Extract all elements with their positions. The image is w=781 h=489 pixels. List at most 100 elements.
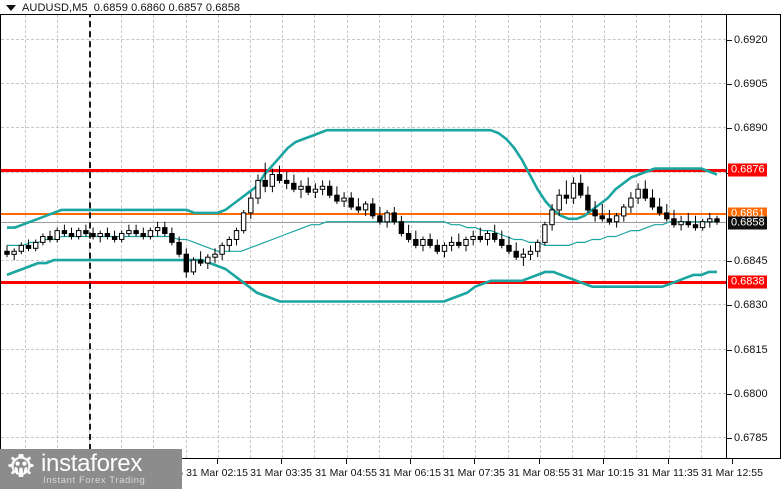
candle bbox=[556, 189, 562, 216]
candle bbox=[520, 248, 526, 266]
candle bbox=[219, 242, 225, 261]
price-tag-black: 0.6858 bbox=[728, 216, 767, 230]
candle bbox=[578, 174, 584, 199]
candle bbox=[542, 221, 548, 246]
instaforex-watermark: instaforex Instant Forex Trading bbox=[0, 449, 182, 489]
candle bbox=[205, 254, 211, 269]
price-tick bbox=[727, 83, 732, 85]
price-tick-label: 0.6830 bbox=[734, 299, 768, 312]
watermark-brand: instaforex bbox=[41, 450, 143, 477]
candle bbox=[549, 204, 555, 231]
time-tick bbox=[603, 459, 604, 464]
candle bbox=[68, 227, 75, 240]
candle bbox=[25, 239, 32, 252]
candle bbox=[319, 180, 326, 196]
grid-line-vertical bbox=[250, 15, 251, 458]
price-tick bbox=[727, 128, 732, 130]
grid-line-vertical bbox=[669, 15, 670, 458]
price-tick bbox=[727, 39, 732, 41]
grid-line-vertical bbox=[572, 15, 573, 458]
candle bbox=[126, 224, 132, 237]
candle bbox=[628, 192, 634, 213]
candle bbox=[298, 180, 304, 199]
price-tick-label: 0.6815 bbox=[734, 343, 768, 356]
indicator-lines bbox=[6, 128, 718, 303]
time-tick bbox=[539, 459, 540, 464]
candle bbox=[18, 242, 25, 255]
grid-line-vertical bbox=[411, 15, 412, 458]
candle bbox=[262, 162, 268, 193]
candle bbox=[97, 230, 103, 243]
price-tick bbox=[727, 349, 732, 351]
price-tick bbox=[727, 261, 732, 263]
price-level-pivot bbox=[1, 212, 726, 215]
candle bbox=[456, 233, 462, 249]
candle bbox=[327, 180, 333, 199]
candle bbox=[420, 236, 426, 252]
candle bbox=[162, 221, 168, 237]
grid-line-vertical bbox=[25, 15, 26, 458]
candle bbox=[233, 227, 240, 246]
price-tick bbox=[727, 305, 732, 307]
candle bbox=[398, 215, 405, 237]
price-axis[interactable]: 0.69200.69050.68900.68750.68450.68300.68… bbox=[727, 14, 781, 459]
price-tick-label: 0.6920 bbox=[734, 33, 768, 46]
candle bbox=[527, 245, 534, 261]
triangle-down-icon[interactable] bbox=[6, 5, 16, 11]
grid-line-vertical bbox=[57, 15, 58, 458]
grid-line-vertical bbox=[636, 15, 637, 458]
candle bbox=[642, 180, 648, 202]
candle bbox=[169, 227, 175, 246]
grid-line-horizontal bbox=[1, 82, 726, 84]
candle bbox=[197, 251, 204, 266]
price-tick-label: 0.6890 bbox=[734, 122, 768, 135]
candle bbox=[413, 230, 419, 249]
candle bbox=[692, 215, 699, 231]
candle bbox=[499, 230, 505, 249]
price-tick-label: 0.6905 bbox=[734, 77, 768, 90]
time-tick bbox=[281, 459, 282, 464]
candle bbox=[448, 236, 455, 252]
candle bbox=[714, 215, 720, 225]
grid-line-vertical bbox=[218, 15, 219, 458]
grid-line-horizontal bbox=[1, 171, 726, 173]
candle bbox=[348, 192, 354, 210]
price-tick-label: 0.6785 bbox=[734, 432, 768, 445]
chart-plot-area[interactable] bbox=[0, 14, 727, 459]
candle bbox=[90, 227, 96, 240]
grid-line-horizontal bbox=[1, 393, 726, 395]
candle bbox=[477, 227, 484, 243]
price-level-support bbox=[1, 280, 726, 284]
grid-line-vertical bbox=[540, 15, 541, 458]
candle bbox=[154, 221, 161, 237]
candle bbox=[40, 233, 46, 246]
candle bbox=[4, 245, 10, 258]
candle bbox=[355, 198, 362, 213]
candle bbox=[133, 224, 139, 237]
chart-plot-inner bbox=[1, 15, 726, 458]
candle bbox=[707, 212, 713, 228]
instaforex-gear-icon bbox=[4, 452, 38, 486]
candle bbox=[83, 224, 89, 237]
candle bbox=[255, 174, 261, 204]
grid-line-vertical bbox=[347, 15, 348, 458]
grid-line-vertical bbox=[153, 15, 154, 458]
candle bbox=[111, 230, 118, 243]
grid-line-vertical bbox=[604, 15, 605, 458]
grid-line-horizontal bbox=[1, 127, 726, 129]
price-tick bbox=[727, 394, 732, 396]
crosshair-vertical-line bbox=[89, 15, 91, 458]
time-tick bbox=[346, 459, 347, 464]
time-tick bbox=[217, 459, 218, 464]
grid-line-horizontal bbox=[1, 437, 726, 439]
candle bbox=[76, 227, 82, 240]
time-tick bbox=[474, 459, 475, 464]
candle bbox=[341, 192, 347, 207]
candle bbox=[147, 227, 154, 240]
symbol-label: AUDUSD,M5 bbox=[22, 2, 88, 14]
candle bbox=[434, 239, 441, 255]
candle bbox=[649, 189, 656, 210]
candle bbox=[334, 186, 340, 204]
grid-line-vertical bbox=[282, 15, 283, 458]
candle bbox=[585, 186, 591, 213]
